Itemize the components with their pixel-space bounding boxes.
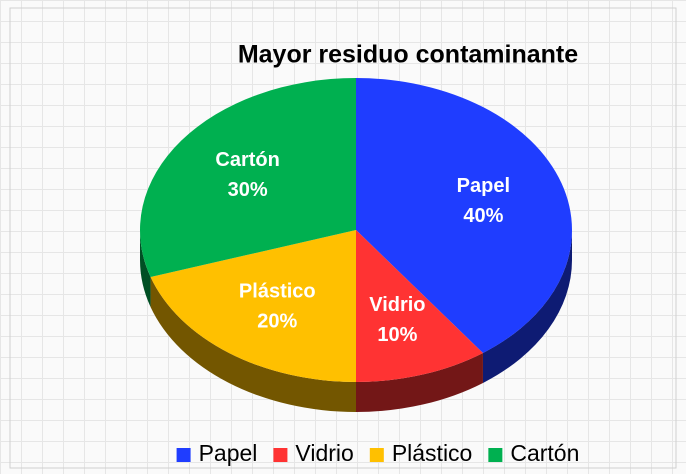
slice	[356, 230, 483, 382]
chart-title: Mayor residuo contaminante	[238, 41, 578, 69]
legend-swatch	[176, 448, 191, 462]
data-label-value: 40%	[463, 205, 503, 227]
data-label-name: Vidrio	[369, 294, 425, 316]
legend-swatch	[369, 448, 384, 462]
slice-side	[482, 230, 572, 383]
slice-side	[150, 276, 356, 412]
legend-label: Cartón	[510, 440, 579, 466]
data-label-name: Papel	[457, 175, 510, 197]
legend-swatch	[273, 448, 288, 462]
data-label-value: 10%	[377, 324, 417, 346]
legend-label: Vidrio	[295, 440, 353, 466]
data-label-value: 20%	[257, 311, 297, 333]
slice-side	[140, 230, 151, 307]
legend: Papel Vidrio Plástico Cartón	[176, 440, 579, 466]
data-label-name: Plástico	[239, 281, 316, 303]
legend-label: Plástico	[392, 440, 473, 466]
slice-side	[356, 352, 483, 412]
legend-label: Papel	[199, 440, 258, 466]
legend-swatch	[488, 448, 503, 462]
chart-border	[9, 7, 677, 469]
slice	[356, 78, 572, 353]
slice	[150, 230, 356, 382]
slice	[139, 78, 356, 277]
data-label-value: 30%	[228, 179, 268, 201]
data-label-name: Cartón	[215, 149, 279, 171]
